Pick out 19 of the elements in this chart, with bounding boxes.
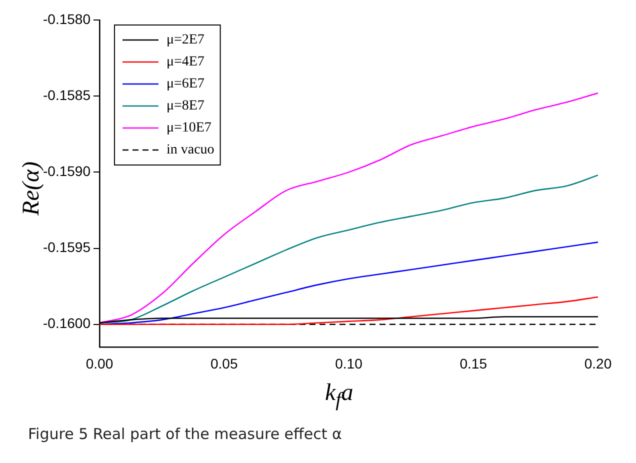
legend-label: μ=6E7 bbox=[166, 76, 204, 92]
x-tick-label: 0.10 bbox=[335, 355, 363, 372]
y-tick-label: -0.1600 bbox=[43, 315, 91, 332]
x-tick-label: 0.15 bbox=[460, 355, 488, 372]
legend-label: in vacuo bbox=[166, 142, 214, 158]
caption: Figure 5 Real part of the measure effect α bbox=[28, 425, 342, 443]
legend-label: μ=8E7 bbox=[166, 98, 204, 114]
legend-label: μ=2E7 bbox=[166, 32, 204, 48]
y-tick-label: -0.1590 bbox=[43, 163, 91, 180]
y-tick-label: -0.1580 bbox=[43, 10, 91, 27]
y-tick-label: -0.1585 bbox=[43, 86, 91, 103]
x-axis-title: k$_{f}$a bbox=[325, 380, 354, 412]
x-tick-label: 0.20 bbox=[584, 355, 612, 372]
x-tick-label: 0.00 bbox=[86, 355, 114, 372]
y-axis-title: Re(α) bbox=[18, 160, 44, 218]
x-tick-label: 0.05 bbox=[210, 355, 238, 372]
legend-label: μ=4E7 bbox=[166, 54, 204, 70]
legend-label: μ=10E7 bbox=[166, 120, 212, 136]
y-tick-label: -0.1595 bbox=[43, 239, 91, 256]
